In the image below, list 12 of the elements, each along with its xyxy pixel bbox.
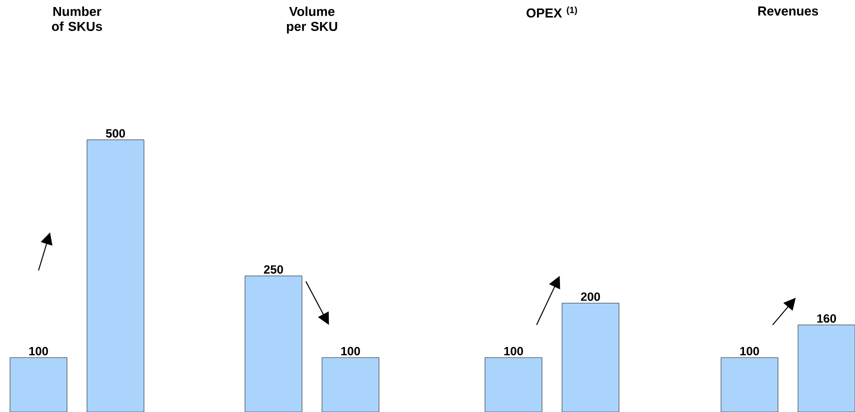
- chart-title: Revenues: [758, 6, 818, 16]
- chart-title: OPEX $^{(1)}$: [526, 6, 577, 18]
- data-label: 100: [504, 346, 523, 356]
- chart-title: Number of SKUs: [52, 6, 102, 31]
- data-label: 100: [740, 346, 759, 356]
- data-label: 200: [580, 292, 600, 301]
- data-label: 100: [29, 346, 48, 356]
- data-label: 250: [264, 265, 283, 274]
- data-label: 160: [817, 314, 836, 323]
- data-label: 100: [341, 346, 360, 356]
- chart-title: Volume per SKU: [286, 6, 338, 34]
- data-label: 500: [106, 129, 125, 138]
